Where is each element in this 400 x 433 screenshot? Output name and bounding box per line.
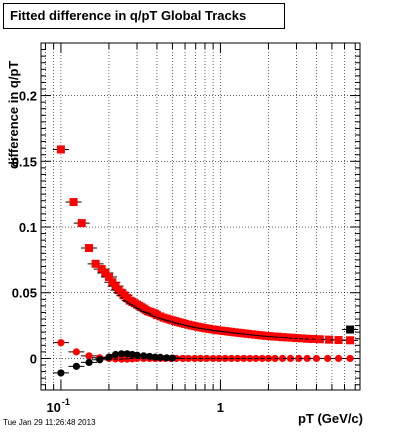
data-point-square xyxy=(346,336,355,345)
x-axis-title: pT (GeV/c) xyxy=(297,411,363,426)
data-point-circle xyxy=(72,362,80,370)
data-point-square xyxy=(315,335,324,344)
data-point-square xyxy=(104,272,113,281)
x-tick-label: 10 xyxy=(46,400,60,415)
data-point-square xyxy=(346,325,355,334)
data-point-circle xyxy=(334,354,343,363)
data-point-circle xyxy=(96,356,104,364)
y-axis-title-wrap: difference in q/pT xyxy=(6,34,24,169)
x-tick-label: 1 xyxy=(217,400,224,415)
data-point-circle xyxy=(146,352,154,361)
axis-ticks xyxy=(41,43,360,390)
data-point-circle xyxy=(85,352,93,360)
data-point-circle xyxy=(312,354,321,363)
data-point-square xyxy=(334,336,343,345)
y-axis-title: difference in q/pT xyxy=(6,60,21,169)
data-point-square xyxy=(69,198,78,207)
data-point-square xyxy=(56,145,65,154)
timestamp: Tue Jan 29 11:26:48 2013 xyxy=(3,418,96,427)
data-point-circle xyxy=(105,353,113,361)
data-point-circle xyxy=(57,339,65,347)
y-tick-label: 0.15 xyxy=(12,154,37,169)
data-point-circle xyxy=(324,354,332,363)
data-point-circle xyxy=(85,358,93,366)
data-point-square xyxy=(91,259,100,268)
plot-frame xyxy=(40,42,361,391)
data-point-circle xyxy=(295,354,303,363)
data-point-circle xyxy=(278,354,287,363)
data-point-circle xyxy=(286,354,295,363)
data-point-circle xyxy=(57,369,65,377)
data-point-square xyxy=(325,335,334,344)
data-point-square xyxy=(77,219,86,228)
data-point-circle xyxy=(133,351,141,359)
data-point-circle xyxy=(303,354,311,363)
data-point-circle xyxy=(140,352,148,360)
data-point-circle xyxy=(168,354,177,362)
y-tick-label: 0.2 xyxy=(19,89,37,104)
grid xyxy=(41,43,360,390)
data-point-circle xyxy=(346,354,354,363)
tick-labels: 0 0.05 0.1 0.15 0.2 10 -1 1 xyxy=(12,89,224,415)
data-marks xyxy=(52,145,359,377)
x-tick-label-exponent: -1 xyxy=(62,397,70,407)
y-tick-label: 0.05 xyxy=(12,286,37,301)
data-point-circle xyxy=(111,350,120,359)
data-point-square xyxy=(85,244,94,253)
data-point-circle xyxy=(72,348,80,356)
chart-title: Fitted difference in q/pT Global Tracks xyxy=(3,3,285,29)
y-tick-label: 0 xyxy=(30,351,37,366)
y-tick-label: 0.1 xyxy=(19,220,37,235)
